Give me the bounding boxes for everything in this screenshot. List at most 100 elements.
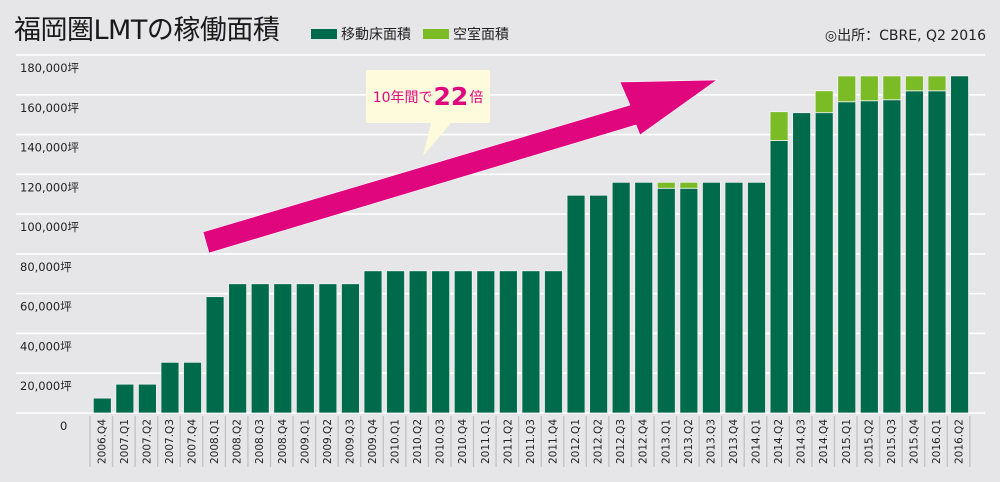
x-tick-label: 2014.Q3 bbox=[796, 419, 808, 464]
x-tick-label: 2006.Q4 bbox=[96, 419, 108, 464]
x-tick-label: 2007.Q2 bbox=[141, 419, 153, 464]
bar-vacant bbox=[927, 75, 947, 92]
bar-vacant bbox=[905, 75, 924, 92]
bar-occupied bbox=[882, 99, 902, 414]
x-tick-label: 2014.Q2 bbox=[773, 419, 785, 464]
y-tick-label: 140,000坪 bbox=[20, 141, 80, 155]
bar-occupied bbox=[927, 90, 947, 414]
bar-occupied bbox=[386, 270, 405, 414]
x-tick-label: 2008.Q1 bbox=[209, 419, 221, 464]
x-tick-label: 2010.Q1 bbox=[390, 419, 402, 464]
x-tick-label: 2010.Q2 bbox=[412, 419, 424, 464]
x-tick-label: 2012.Q1 bbox=[570, 419, 582, 464]
x-tick-label: 2009.Q4 bbox=[367, 419, 379, 464]
bar-occupied bbox=[859, 100, 879, 414]
bar-occupied bbox=[950, 75, 969, 414]
x-tick-label: 2011.Q3 bbox=[525, 419, 537, 464]
bar-occupied bbox=[341, 283, 360, 414]
callout-box bbox=[366, 70, 490, 156]
callout-suffix: 倍 bbox=[469, 89, 484, 106]
bar-occupied bbox=[205, 296, 225, 414]
callout-prefix: 10年間で bbox=[372, 89, 433, 106]
chart-title: 福岡圏LMTの稼働面積 bbox=[14, 15, 280, 46]
y-tick-label: 180,000坪 bbox=[20, 61, 80, 75]
x-tick-label: 2011.Q2 bbox=[502, 419, 514, 464]
x-tick-label: 2015.Q2 bbox=[863, 419, 875, 464]
bar-occupied bbox=[250, 283, 270, 414]
x-tick-label: 2014.Q1 bbox=[751, 419, 763, 464]
bar-occupied bbox=[792, 112, 812, 414]
callout-text: 10年間で 22 倍 bbox=[366, 70, 490, 123]
bar-occupied bbox=[611, 181, 631, 414]
bar-vacant bbox=[814, 90, 834, 114]
x-tick-label: 2011.Q4 bbox=[547, 419, 559, 464]
legend-item-vacant: 空室面積 bbox=[423, 24, 509, 44]
bars bbox=[92, 75, 969, 414]
callout-number: 22 bbox=[433, 82, 469, 111]
bar-occupied bbox=[183, 361, 202, 414]
legend-swatch-vacant bbox=[423, 29, 449, 39]
y-tick-label: 0 bbox=[60, 419, 67, 433]
x-tick-label: 2009.Q2 bbox=[322, 419, 334, 464]
bar-occupied bbox=[589, 194, 608, 414]
x-tick-label: 2013.Q4 bbox=[728, 419, 740, 464]
bar-occupied bbox=[544, 270, 563, 414]
bar-occupied bbox=[453, 270, 473, 414]
bar-vacant bbox=[656, 181, 676, 189]
bar-vacant bbox=[769, 111, 789, 141]
y-tick-label: 20,000坪 bbox=[20, 379, 72, 393]
bar-occupied bbox=[92, 397, 112, 414]
x-tick-label: 2015.Q1 bbox=[841, 419, 853, 464]
bar-occupied bbox=[408, 270, 428, 414]
x-tick-label: 2015.Q3 bbox=[886, 419, 898, 464]
bar-occupied bbox=[160, 361, 180, 414]
bar-occupied bbox=[137, 383, 157, 414]
bar-occupied bbox=[724, 181, 744, 414]
x-tick-label: 2013.Q2 bbox=[683, 419, 695, 464]
y-tick-label: 120,000坪 bbox=[20, 180, 80, 194]
bar-occupied bbox=[769, 140, 789, 414]
source-note: ◎出所：CBRE, Q2 2016 bbox=[824, 28, 986, 44]
bar-occupied bbox=[476, 270, 496, 414]
x-tick-label: 2007.Q1 bbox=[119, 419, 131, 464]
x-tick-label: 2010.Q3 bbox=[435, 419, 447, 464]
x-tick-label: 2013.Q1 bbox=[660, 419, 672, 464]
legend-swatch-occupied bbox=[311, 29, 337, 39]
bar-occupied bbox=[295, 283, 315, 414]
x-tick-label: 2010.Q4 bbox=[457, 419, 469, 464]
x-tick-label: 2016.Q1 bbox=[931, 419, 943, 464]
bar-occupied bbox=[273, 283, 293, 414]
bar-occupied bbox=[228, 283, 248, 414]
x-tick-label: 2016.Q2 bbox=[954, 419, 966, 464]
bar-vacant bbox=[837, 75, 857, 103]
y-tick-label: 80,000坪 bbox=[20, 260, 72, 274]
x-tick-label: 2008.Q3 bbox=[254, 419, 266, 464]
x-tick-label: 2007.Q4 bbox=[187, 419, 199, 464]
bar-vacant bbox=[882, 75, 902, 101]
bar-vacant bbox=[859, 75, 879, 102]
x-tick-label: 2015.Q4 bbox=[908, 419, 920, 464]
x-tick-label: 2009.Q1 bbox=[299, 419, 311, 464]
bar-occupied bbox=[363, 270, 383, 414]
y-tick-label: 100,000坪 bbox=[20, 220, 80, 234]
bar-occupied bbox=[837, 101, 857, 414]
x-tick-label: 2013.Q3 bbox=[705, 419, 717, 464]
bar-occupied bbox=[656, 187, 676, 414]
x-axis-labels: 2006.Q4 2007.Q1 2007.Q2 2007.Q3 2007.Q4 2008.… bbox=[89, 416, 971, 467]
bar-occupied bbox=[634, 181, 654, 414]
bar-occupied bbox=[115, 383, 135, 414]
bar-occupied bbox=[679, 187, 699, 414]
x-tick-label: 2008.Q4 bbox=[277, 419, 289, 464]
bar-occupied bbox=[702, 181, 721, 414]
y-axis-labels: 0 20,000坪 40,000坪 60,000坪 80,000坪 100,000坪 120… bbox=[20, 61, 80, 433]
bar-vacant bbox=[679, 181, 699, 189]
x-tick-label: 2012.Q3 bbox=[615, 419, 627, 464]
y-tick-label: 40,000坪 bbox=[20, 339, 72, 353]
y-tick-label: 60,000坪 bbox=[20, 300, 72, 314]
bar-occupied bbox=[814, 112, 834, 414]
x-tick-label: 2007.Q3 bbox=[164, 419, 176, 464]
x-tick-label: 2012.Q4 bbox=[638, 419, 650, 464]
bar-occupied bbox=[431, 270, 451, 414]
x-tick-label: 2012.Q2 bbox=[593, 419, 605, 464]
